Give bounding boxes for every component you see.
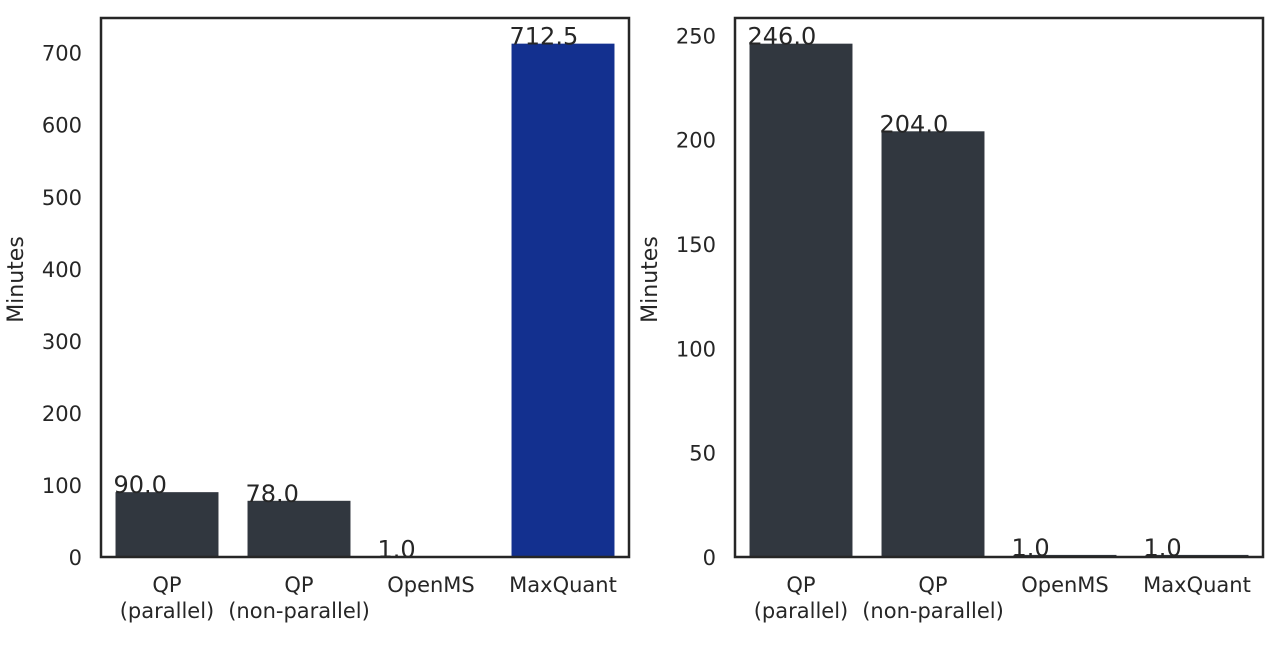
- y-tick-label-2-4: 150: [676, 233, 716, 257]
- y-tick-label-1-4: 300: [42, 330, 82, 354]
- x-tick-label-1-1-2: (parallel): [120, 599, 215, 623]
- bar-value-label-1-2: 78.0: [246, 480, 299, 508]
- y-axis-label-2: Minutes: [638, 236, 663, 323]
- bar-2-1: [749, 43, 853, 558]
- x-tick-label-2-3-1: OpenMS: [1021, 573, 1109, 597]
- bar-value-label-1-1: 90.0: [114, 471, 167, 499]
- x-tick-label-1-4-1: MaxQuant: [509, 573, 617, 597]
- x-tick-label-2-1-2: (parallel): [754, 599, 849, 623]
- y-tick-label-1-1: 0: [69, 546, 82, 570]
- x-tick-label-1-2-1: QP: [284, 573, 313, 597]
- x-tick-label-1-3-1: OpenMS: [387, 573, 475, 597]
- y-tick-label-2-6: 250: [676, 24, 716, 48]
- y-tick-label-1-3: 200: [42, 402, 82, 426]
- y-tick-label-2-1: 0: [703, 546, 716, 570]
- y-tick-label-2-5: 200: [676, 129, 716, 153]
- bar-value-label-2-2: 204.0: [880, 110, 949, 138]
- bar-value-label-2-1: 246.0: [748, 23, 817, 51]
- bar-value-label-1-4: 712.5: [510, 23, 579, 51]
- y-tick-label-1-5: 400: [42, 258, 82, 282]
- plot-frame-1: [99, 16, 631, 559]
- x-tick-label-1-2-2: (non-parallel): [228, 599, 370, 623]
- x-tick-label-2-4-1: MaxQuant: [1143, 573, 1251, 597]
- y-tick-label-1-6: 500: [42, 186, 82, 210]
- bar-1-4: [511, 43, 615, 557]
- y-tick-label-1-7: 600: [42, 114, 82, 138]
- bar-1-2: [247, 500, 351, 557]
- bar-value-label-1-3: 1.0: [378, 535, 416, 563]
- x-tick-label-2-1-1: QP: [786, 573, 815, 597]
- y-tick-label-2-3: 100: [676, 337, 716, 361]
- x-tick-label-2-2-2: (non-parallel): [862, 599, 1004, 623]
- x-tick-label-2-2-1: QP: [918, 573, 947, 597]
- y-tick-label-2-2: 50: [689, 442, 716, 466]
- bar-2-2: [881, 131, 985, 557]
- x-tick-label-1-1-1: QP: [152, 573, 181, 597]
- y-tick-label-1-8: 700: [42, 42, 82, 66]
- plot-frame-2: [733, 16, 1265, 559]
- y-tick-label-1-2: 100: [42, 474, 82, 498]
- y-axis-label-1: Minutes: [4, 236, 29, 323]
- bar-1-1: [115, 492, 219, 557]
